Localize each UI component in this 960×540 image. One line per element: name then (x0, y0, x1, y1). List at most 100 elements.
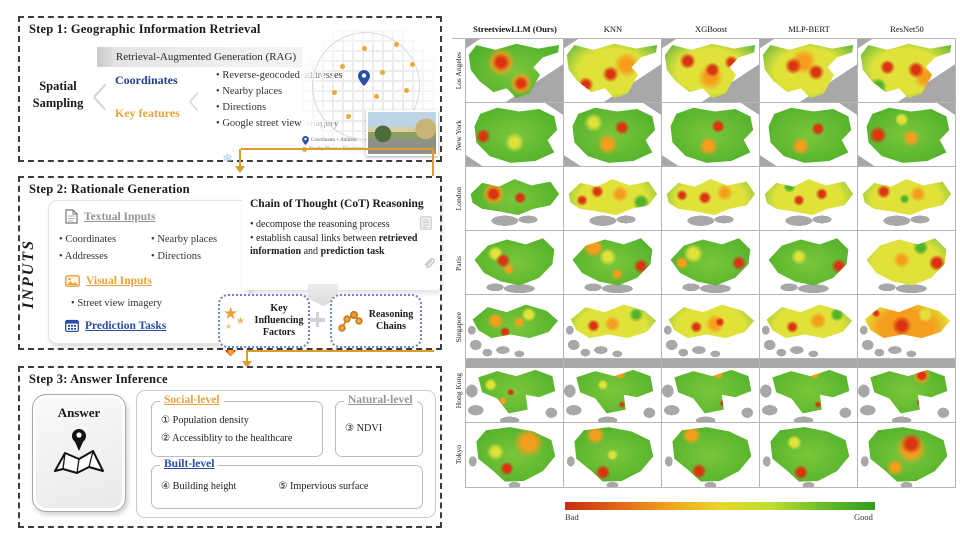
prediction-heatmap (768, 107, 852, 163)
heatmap-cell (660, 38, 760, 104)
retrieval-bullet-list: Reverse-geocoded addresses Nearby places… (216, 68, 366, 132)
rag-banner: Retrieval-Augmented Generation (RAG) (97, 47, 315, 67)
heatmap-cell (758, 294, 858, 360)
list-item: Google street view imagery (216, 116, 366, 132)
image-icon (65, 275, 80, 287)
heatmap-panel: StreetviewLLM (Ours) KNN XGBoost MLP-BER… (452, 24, 958, 522)
built-level-box: Built-level ④ Building height ⑤ Impervio… (151, 458, 423, 509)
city-row-label: Singapore (454, 311, 464, 343)
nearby-place-dot (346, 114, 351, 119)
list-item: Street view imagery (71, 295, 162, 312)
heatmap-row: Hong Kong (452, 358, 957, 424)
key-factors-label: Key Influencing Factors (254, 303, 304, 338)
city-row-label: Los Angeles (454, 52, 464, 90)
levels-group-box: Social-level ① Population density ② Acce… (136, 390, 436, 518)
heatmap-cell (856, 230, 957, 296)
city-row-label: London (454, 187, 464, 211)
heatmap-cell (660, 422, 760, 488)
heatmap-cell (758, 38, 858, 104)
heatmap-cell (464, 38, 564, 104)
method-header: ResNet50 (890, 24, 924, 34)
list-item: Coordinates (59, 231, 147, 248)
heatmap-row: New York (452, 102, 957, 168)
bypass-line-bottom (247, 350, 434, 352)
step2-to-step3-arrow (242, 350, 252, 368)
reasoning-chains-label: Reasoning Chains (368, 309, 414, 332)
prediction-heatmap (474, 107, 558, 163)
heatmap-row: Tokyo (452, 422, 957, 488)
colorbar-bad-label: Bad (565, 512, 579, 522)
street-view-photo (366, 110, 438, 156)
social-level-title: Social-level (160, 394, 224, 406)
heatmap-cell (562, 294, 662, 360)
heatmap-cell (562, 102, 662, 168)
legend-label: Coordinates + Address (311, 138, 357, 143)
heatmap-cell (562, 422, 662, 488)
heatmap-cell (660, 358, 760, 424)
inputs-label: INPUTS (20, 239, 37, 309)
list-item: decompose the reasoning process (250, 218, 426, 232)
answer-label: Answer (57, 405, 101, 420)
calendar-icon (65, 319, 79, 332)
heatmap-cell (562, 230, 662, 296)
spatial-sampling-label: Spatial Sampling (32, 79, 84, 110)
stars-icon: ★ ★ ★ (223, 304, 245, 331)
method-header: KNN (603, 24, 623, 34)
prediction-heatmap (864, 304, 951, 339)
bypass-line-top (241, 148, 434, 150)
built-level-items: ④ Building height ⑤ Impervious surface (161, 478, 368, 496)
visual-items: Street view imagery (71, 295, 162, 312)
heatmap-cell (856, 294, 957, 360)
city-row-label: New York (454, 119, 464, 151)
list-item: Addresses (59, 248, 147, 265)
rag-label: Retrieval-Augmented Generation (RAG) (115, 51, 297, 63)
heatmap-cell (464, 102, 564, 168)
city-row-label: Paris (454, 255, 464, 271)
prediction-heatmap (572, 107, 656, 163)
heatmap-cell (856, 38, 957, 104)
map-pin-icon (358, 70, 370, 91)
reasoning-chains-box: Reasoning Chains (330, 294, 422, 348)
inputs-card: Textual Inputs Coordinates Addresses Nea… (48, 200, 250, 344)
nearby-place-dot (332, 90, 337, 95)
step1-box: Step 1: Geographic Information Retrieval… (18, 16, 442, 162)
list-item: Reverse-geocoded addresses (216, 68, 366, 84)
prediction-tasks-title: Prediction Tasks (85, 319, 167, 332)
branch-angle-icon (93, 76, 110, 116)
step3-title: Step 3: Answer Inference (29, 372, 168, 386)
list-item: ④ Building height (161, 481, 237, 492)
step2-title: Step 2: Rationale Generation (29, 182, 190, 196)
plus-icon (310, 312, 325, 327)
city-row-label: Hong Kong (454, 373, 464, 409)
method-header: XGBoost (694, 24, 728, 34)
city-row-label: Tokyo (454, 445, 464, 465)
prediction-heatmap (472, 304, 559, 339)
prediction-heatmap (766, 304, 853, 339)
prediction-heatmap (570, 304, 657, 339)
colorbar-good-label: Good (854, 512, 873, 522)
nearby-place-dot (394, 42, 399, 47)
list-item: Nearby places (151, 231, 245, 248)
answer-card: Answer (32, 394, 126, 512)
coordinates-label: Coordinates (115, 73, 178, 87)
list-item: ① Population density (161, 415, 249, 426)
step1-title: Step 1: Geographic Information Retrieval (29, 22, 261, 36)
prediction-heatmap (866, 107, 950, 163)
heatmap-cell (758, 358, 858, 424)
nearby-place-dot (340, 64, 345, 69)
snowflake-icon: ❄ (222, 152, 233, 167)
heatmap-row: Singapore (452, 294, 957, 360)
nearby-place-dot (380, 70, 385, 75)
prediction-heatmap (670, 107, 754, 163)
key-features-label: Key features (115, 106, 180, 120)
heatmap-cell (464, 166, 564, 232)
heatmap-row: Los Angeles (452, 38, 957, 104)
prediction-heatmap (668, 304, 755, 339)
heatmap-row: London (452, 166, 957, 232)
heatmap-cell (856, 358, 957, 424)
textual-inputs-title: Textual Inputs (84, 210, 156, 223)
heatmap-cell (660, 294, 760, 360)
social-level-items: ① Population density ② Accessiblity to t… (161, 412, 292, 448)
list-item: ⑤ Impervious surface (278, 481, 369, 492)
list-item: ② Accessiblity to the healthcare (161, 433, 293, 444)
